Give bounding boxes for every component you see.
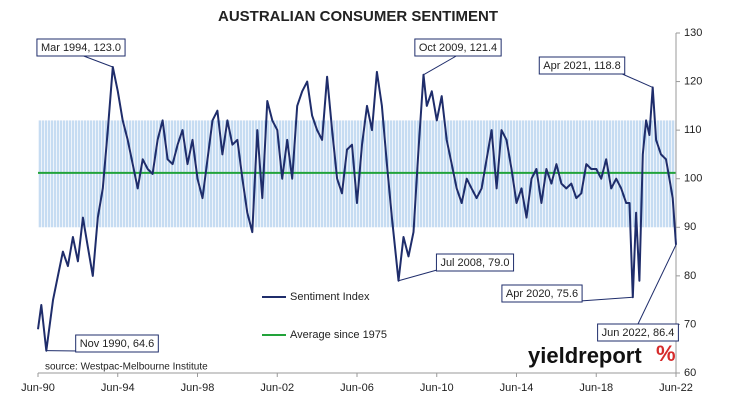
y-tick-label: 100: [684, 173, 702, 185]
annotation: Jul 2008, 79.0: [398, 253, 515, 282]
source: source: Westpac-Melbourne Institute: [45, 362, 208, 373]
y-tick-label: 60: [684, 367, 696, 379]
annotation-leader: [637, 244, 677, 325]
x-tick-label: Jun-06: [340, 382, 374, 394]
series-line: [37, 66, 677, 352]
annotation-label: Apr 2020, 75.6: [506, 288, 578, 300]
annotation: Apr 2021, 118.8: [538, 56, 653, 88]
annotation: Mar 1994, 123.0: [36, 38, 126, 68]
annotation-leader: [80, 54, 113, 68]
x-tick-label: Jun-90: [21, 382, 55, 394]
annotation-label: Apr 2021, 118.8: [543, 60, 620, 72]
annotation-box: [501, 284, 583, 303]
annotation-box: [414, 38, 502, 57]
x-tick-label: Jun-94: [101, 382, 135, 394]
annotation-label: Jul 2008, 79.0: [440, 257, 509, 269]
x-tick-label: Jun-02: [260, 382, 294, 394]
x-tick-label: Jun-98: [181, 382, 215, 394]
annotation-box: [597, 323, 679, 342]
logo: yieldreport: [528, 343, 642, 368]
x-tick-label: Jun-14: [500, 382, 534, 394]
annotation-leader: [423, 54, 459, 76]
annotation-box: [75, 334, 159, 353]
annotation: Oct 2009, 121.4: [414, 38, 502, 76]
y-tick-label: 90: [684, 221, 696, 233]
annotation: Jun 2022, 86.4: [597, 244, 679, 342]
legend-label: Sentiment Index: [290, 291, 370, 303]
y-tick-label: 120: [684, 75, 702, 87]
x-tick-label: Jun-22: [659, 382, 693, 394]
annotation-box: [538, 56, 626, 75]
chart-title: AUSTRALIAN CONSUMER SENTIMENT: [218, 8, 498, 25]
annotation-label: Oct 2009, 121.4: [419, 42, 497, 54]
y-tick-label: 130: [684, 27, 702, 39]
legend-label: Average since 1975: [290, 329, 387, 341]
annotation-label: Jun 2022, 86.4: [602, 327, 675, 339]
y-tick-label: 110: [684, 124, 702, 136]
logo-mark: %: [656, 341, 676, 366]
annotation: Nov 1990, 64.6: [46, 334, 159, 353]
annotation-box: [435, 253, 515, 272]
annotation-leader: [579, 296, 633, 302]
annotation-leader: [398, 269, 438, 282]
x-tick-label: Jun-10: [420, 382, 454, 394]
annotation-box: [36, 38, 126, 57]
annotation-leader: [619, 72, 653, 88]
annotation: Apr 2020, 75.6: [501, 284, 633, 303]
x-tick-label: Jun-18: [579, 382, 613, 394]
annotation-label: Nov 1990, 64.6: [80, 338, 155, 350]
annotation-label: Mar 1994, 123.0: [41, 42, 121, 54]
y-tick-label: 80: [684, 270, 696, 282]
y-tick-label: 70: [684, 318, 696, 330]
